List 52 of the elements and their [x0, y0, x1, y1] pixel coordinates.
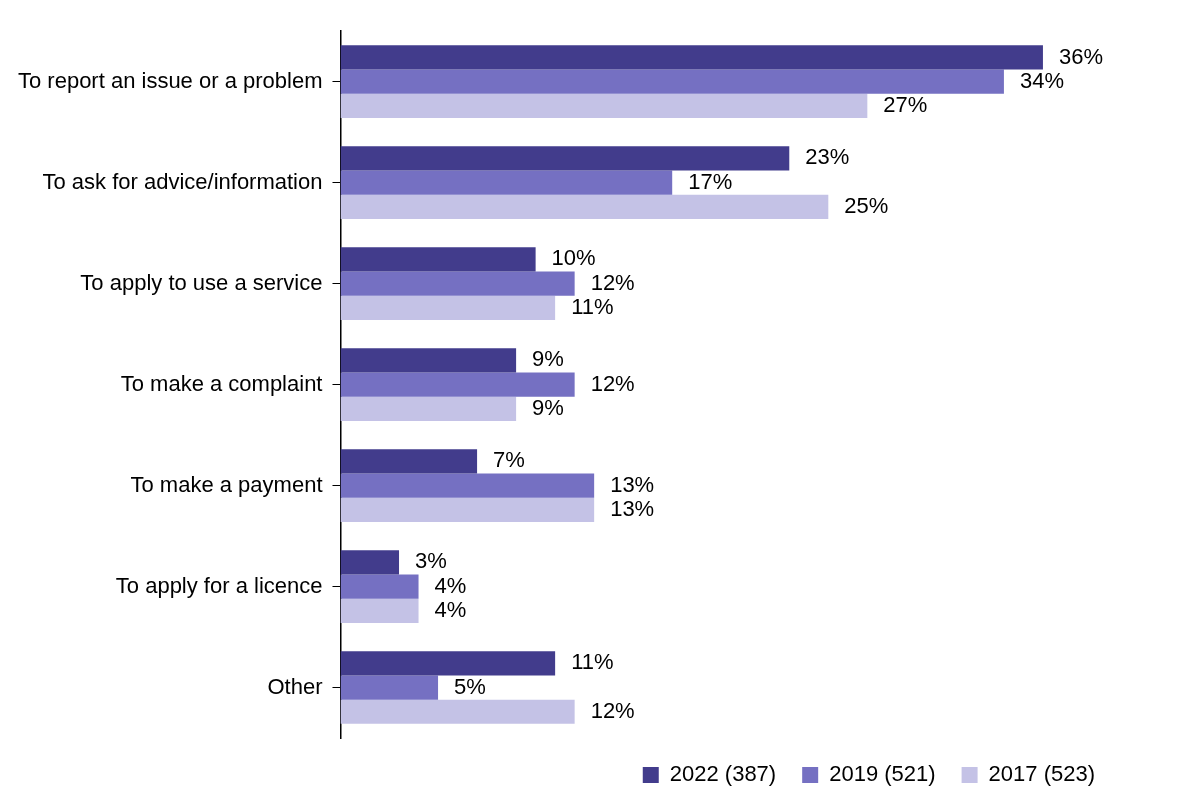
data-label: 13% [610, 471, 655, 497]
data-label: 4% [434, 596, 467, 622]
y-tick-label: To apply for a licence [115, 572, 323, 598]
legend-label: 2017 (523) [988, 761, 1096, 787]
data-label: 11% [571, 649, 614, 675]
legend-label: 2019 (521) [829, 761, 936, 787]
y-tick-label: To apply to use a service [80, 269, 323, 295]
bar [340, 69, 1004, 94]
data-label: 34% [1019, 67, 1064, 93]
bar [340, 146, 790, 171]
data-label: 4% [434, 572, 467, 598]
bar [340, 574, 419, 599]
bar [340, 675, 439, 700]
bar [340, 295, 556, 320]
data-label: 13% [610, 495, 655, 521]
bar [340, 396, 517, 421]
bar [340, 247, 536, 272]
data-label: 9% [532, 346, 564, 372]
bar [340, 372, 575, 397]
data-label: 17% [688, 168, 733, 194]
data-label: 10% [551, 245, 596, 271]
legend-label: 2022 (387) [669, 761, 777, 787]
bar [340, 651, 556, 676]
data-label: 12% [590, 269, 635, 295]
data-label: 25% [844, 192, 889, 218]
bar [340, 194, 829, 220]
y-tick-label: To ask for advice/information [42, 168, 323, 194]
data-label: 36% [1058, 43, 1103, 69]
y-tick-label: Other [267, 673, 323, 699]
bar [340, 598, 419, 623]
bar [340, 449, 478, 474]
bar [340, 497, 595, 522]
data-label: 12% [590, 697, 635, 723]
bar [340, 45, 1043, 70]
data-label: 7% [493, 447, 525, 473]
data-label: 12% [590, 370, 635, 396]
data-label: 11% [571, 293, 614, 319]
bar [340, 473, 595, 498]
bar [340, 348, 517, 373]
data-label: 5% [454, 673, 486, 699]
bar [340, 271, 575, 296]
data-label: 27% [883, 91, 928, 117]
data-label: 3% [415, 548, 447, 574]
y-tick-label: To make a payment [130, 471, 323, 497]
data-label: 9% [532, 394, 564, 420]
bar [340, 170, 673, 195]
y-tick-label: To make a complaint [120, 370, 323, 396]
y-tick-label: To report an issue or a problem [17, 67, 323, 93]
bar [340, 699, 575, 724]
bar [340, 550, 400, 575]
bar [340, 93, 868, 119]
data-label: 23% [805, 144, 850, 170]
